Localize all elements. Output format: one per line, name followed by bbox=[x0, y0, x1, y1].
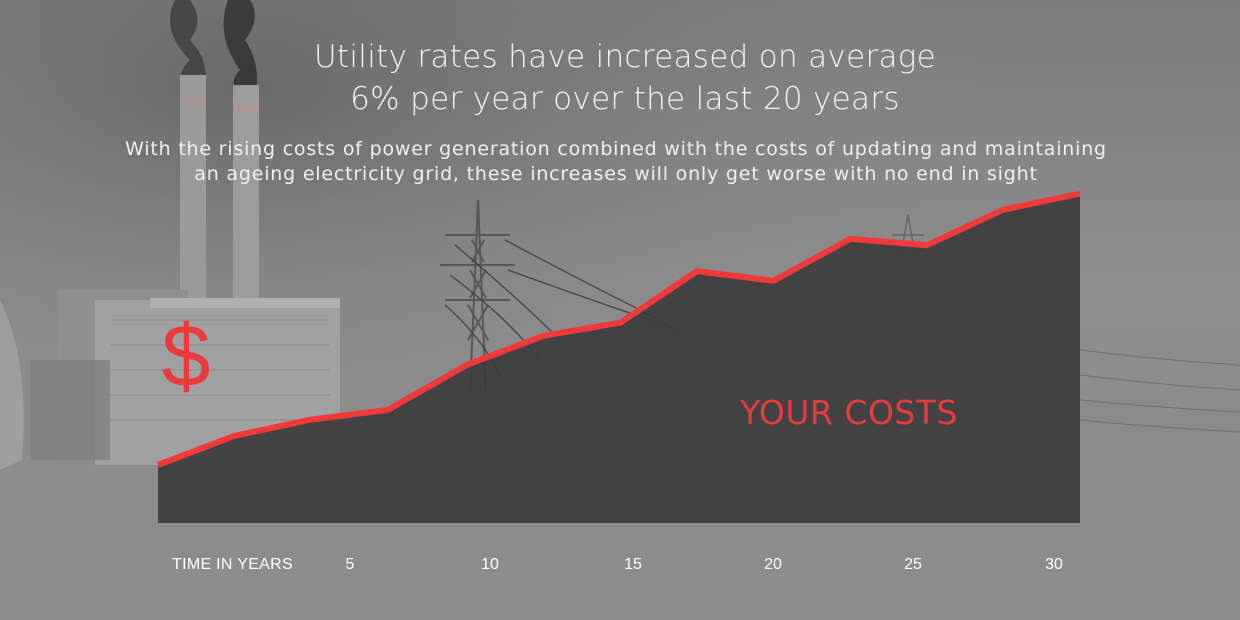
subtitle-line-2: an ageing electricity grid, these increa… bbox=[194, 163, 1038, 185]
subtitle: With the rising costs of power generatio… bbox=[0, 137, 1232, 187]
x-tick-label-10: 10 bbox=[481, 556, 499, 573]
headline-line-2: 6% per year over the last 20 years bbox=[350, 81, 900, 117]
your-costs-label: YOUR COSTS bbox=[739, 393, 958, 432]
x-tick-label-25: 25 bbox=[904, 556, 922, 573]
subtitle-line-1: With the rising costs of power generatio… bbox=[125, 138, 1107, 160]
x-tick-label-20: 20 bbox=[764, 556, 782, 573]
headline: Utility rates have increased on average … bbox=[0, 36, 1240, 120]
dollar-sign-y-label: $ bbox=[162, 306, 211, 405]
x-tick-label-5: 5 bbox=[345, 556, 355, 573]
x-tick-label-30: 30 bbox=[1045, 556, 1063, 573]
cost-trend-line bbox=[156, 190, 1081, 468]
headline-line-1: Utility rates have increased on average bbox=[313, 39, 937, 75]
x-tick-label-15: 15 bbox=[624, 556, 642, 573]
x-axis-title: TIME IN YEARS bbox=[172, 556, 293, 573]
cost-area-fill bbox=[158, 193, 1080, 523]
